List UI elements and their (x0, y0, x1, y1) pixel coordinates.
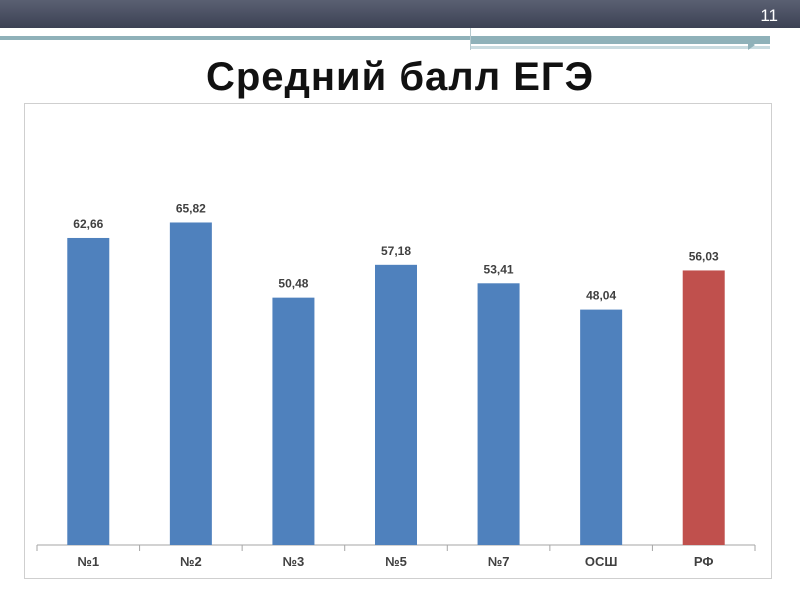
bar (67, 237, 110, 545)
x-tick-label: №3 (283, 554, 305, 569)
x-tick-label: №2 (180, 554, 202, 569)
data-label: 65,82 (176, 201, 206, 215)
accent-stripe-light (470, 46, 770, 49)
x-tick-label: №5 (385, 554, 407, 569)
accent-arrow-icon (748, 40, 755, 50)
data-label: 48,04 (586, 289, 616, 303)
data-label: 57,18 (381, 244, 411, 258)
data-label: 56,03 (689, 249, 719, 263)
page-title: Средний балл ЕГЭ (205, 55, 595, 99)
x-tick-label: №7 (488, 554, 510, 569)
accent-stripe (0, 36, 470, 40)
x-tick-label: ОСШ (585, 554, 618, 569)
bar-chart: 62,66 №1 65,82 №2 50,48 №3 57,18 №5 53,41 №7 48,04… (36, 201, 756, 569)
data-label: 62,66 (73, 217, 103, 231)
bar (580, 309, 623, 545)
bar (682, 270, 725, 545)
bar (272, 297, 315, 545)
top-band (0, 0, 800, 28)
bar (477, 283, 520, 545)
bar (375, 264, 417, 545)
data-label: 53,41 (484, 262, 514, 276)
chart-frame: 62,66 №1 65,82 №2 50,48 №3 57,18 №5 53,41 №7 48,04… (24, 103, 772, 579)
accent-stripe-right (470, 36, 770, 44)
data-label: 50,48 (278, 277, 308, 291)
bar (169, 222, 212, 545)
accent-divider (470, 28, 471, 50)
x-tick-label: РФ (694, 554, 714, 569)
slide-number: 11 (760, 6, 778, 25)
x-tick-label: №1 (77, 554, 99, 569)
